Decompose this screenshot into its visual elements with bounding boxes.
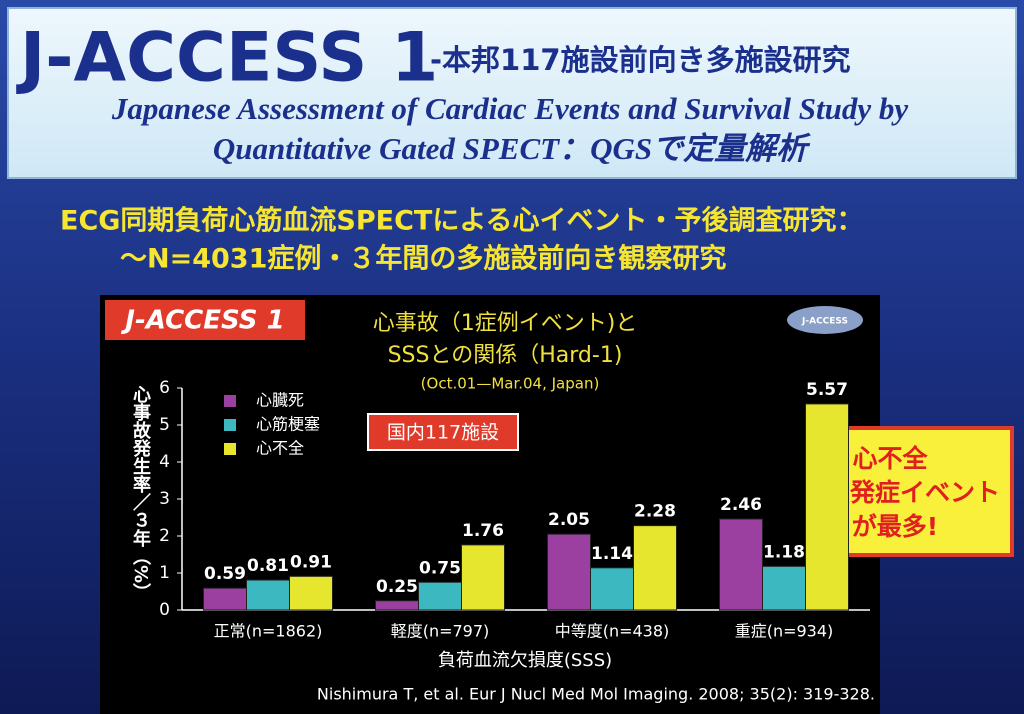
chart-title: 心事故（1症例イベント)と xyxy=(373,311,638,336)
y-tick-label: 0 xyxy=(159,600,170,620)
x-tick-label: 重症(n=934) xyxy=(735,622,834,641)
bar xyxy=(719,518,763,611)
chart-subtitle: (Oct.01—Mar.04, Japan) xyxy=(421,375,600,393)
bar xyxy=(762,565,806,611)
y-axis-label: 心事故発生率／３年（%） xyxy=(130,385,152,601)
intro-line: ～N=4031症例・３年間の多施設前向き観察研究 xyxy=(120,243,726,275)
title: J-ACCESS 1 xyxy=(16,19,438,98)
legend-label: 心不全 xyxy=(256,439,304,458)
subtitle: -本邦117施設前向き多施設研究 xyxy=(430,43,851,77)
y-tick-label: 1 xyxy=(159,563,170,583)
bar xyxy=(375,600,419,611)
legend-label: 心臓死 xyxy=(256,391,304,410)
value-label: 0.25 xyxy=(376,577,418,597)
chart-title: SSSとの関係（Hard-1) xyxy=(388,343,623,368)
value-label: 2.46 xyxy=(720,495,762,515)
bar xyxy=(246,579,290,611)
callout: 発症イベント xyxy=(849,478,1000,507)
bar xyxy=(590,567,634,611)
chart-panel xyxy=(100,295,880,714)
value-label: 0.81 xyxy=(247,556,289,576)
value-label: 1.18 xyxy=(763,542,805,562)
bar xyxy=(547,533,591,611)
value-label: 0.75 xyxy=(419,558,461,578)
y-tick-label: 4 xyxy=(159,452,170,472)
legend-swatch xyxy=(224,395,236,407)
bar xyxy=(203,587,247,611)
value-label: 2.05 xyxy=(548,510,590,530)
badge-box xyxy=(105,300,305,340)
x-tick-label: 中等度(n=438) xyxy=(555,622,670,641)
annotation: 国内117施設 xyxy=(387,422,499,444)
callout: 心不全 xyxy=(852,444,928,473)
english-line: Japanese Assessment of Cardiac Events an… xyxy=(111,91,909,126)
y-tick-label: 2 xyxy=(159,526,170,546)
intro-line: ECG同期負荷心筋血流SPECTによる心イベント・予後調査研究： xyxy=(60,205,864,237)
bar xyxy=(633,525,677,611)
bar xyxy=(461,544,505,611)
logo-text: J-ACCESS xyxy=(801,317,848,327)
y-tick-label: 6 xyxy=(159,378,170,398)
bar xyxy=(289,575,333,611)
bar xyxy=(418,581,462,611)
y-tick-label: 3 xyxy=(159,489,170,509)
value-label: 1.76 xyxy=(462,521,504,541)
x-tick-label: 正常(n=1862) xyxy=(214,622,323,641)
annotation-box xyxy=(367,413,519,451)
x-axis-label: 負荷血流欠損度(SSS) xyxy=(438,650,612,671)
legend-swatch xyxy=(224,419,236,431)
logo xyxy=(787,306,863,334)
legend-label: 心筋梗塞 xyxy=(256,415,320,434)
bar xyxy=(805,403,849,611)
y-tick-label: 5 xyxy=(159,415,170,435)
value-label: 0.59 xyxy=(204,564,246,584)
value-label: 1.14 xyxy=(591,544,633,564)
x-tick-label: 軽度(n=797) xyxy=(391,622,490,641)
value-label: 5.57 xyxy=(806,380,848,400)
callout: が最多! xyxy=(852,512,938,541)
value-label: 2.28 xyxy=(634,502,676,522)
english-line: Quantitative Gated SPECT：QGSで定量解析 xyxy=(213,131,811,166)
legend-swatch xyxy=(224,443,236,455)
citation: Nishimura T, et al. Eur J Nucl Med Mol I… xyxy=(317,685,875,704)
callout-box xyxy=(836,426,1014,557)
header-box xyxy=(7,7,1017,179)
badge: J-ACCESS 1 xyxy=(120,306,284,336)
value-label: 0.91 xyxy=(290,552,332,572)
